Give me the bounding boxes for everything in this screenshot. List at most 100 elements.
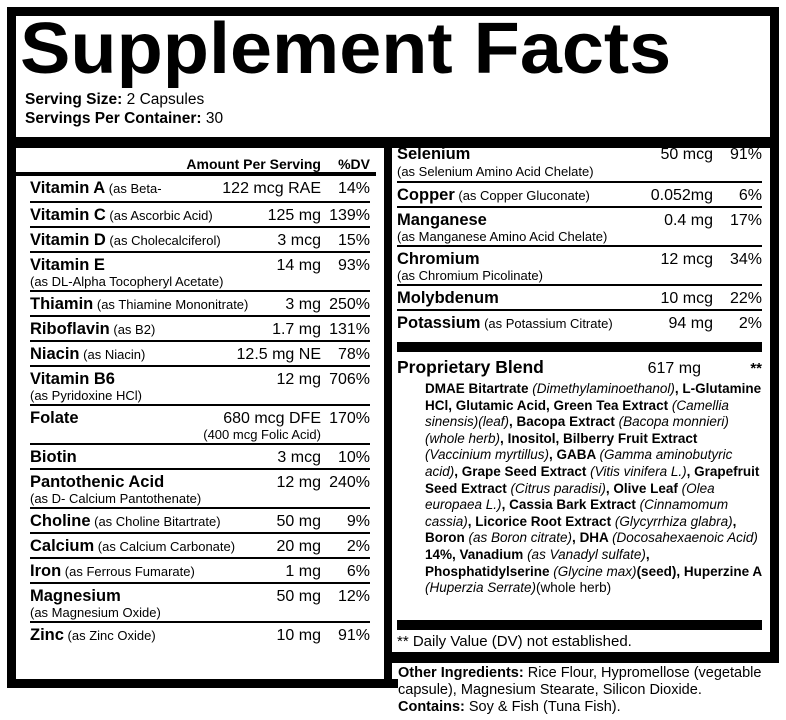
blend-name: Proprietary Blend (397, 357, 544, 377)
nutrient-name: Niacin (30, 345, 80, 363)
frame-bottom-right-border (392, 652, 770, 663)
blend-dv: ** (750, 360, 762, 377)
nutrient-row: Molybdenum 10 mcg 22% (397, 284, 762, 309)
nutrient-dv: 6% (346, 563, 370, 580)
nutrient-row: Vitamin E 14 mg 93% (as DL-Alpha Tocopheryl… (30, 251, 370, 290)
nutrient-dv: 2% (738, 315, 762, 332)
nutrient-source: (as Chromium Picolinate) (397, 268, 543, 284)
nutrient-source: (as D- Calcium Pantothenate) (30, 491, 202, 507)
nutrient-source: (as Calcium Carbonate) (94, 539, 236, 554)
servings-per-container-label: Servings Per Container: (25, 109, 202, 127)
nutrient-amount: 10 mg (276, 627, 321, 644)
nutrient-name: Potassium (397, 314, 481, 332)
nutrient-row: Vitamin B6 12 mg 706% (as Pyridoxine HCl) (30, 365, 370, 404)
nutrient-name: Iron (30, 562, 62, 580)
nutrient-dv: 10% (337, 449, 370, 466)
blend-ingredients-text: DMAE Bitartrate (Dimethylaminoethanol), … (425, 381, 762, 596)
nutrient-name: Vitamin E (30, 256, 105, 274)
nutrient-name: Choline (30, 512, 91, 530)
nutrient-amount: 122 mcg RAE (222, 180, 321, 197)
nutrient-name-cell: Calcium (as Calcium Carbonate) (30, 537, 272, 556)
nutrient-row: Vitamin D (as Cholecalciferol) 3 mcg 15% (30, 226, 370, 251)
nutrient-name: Molybdenum (397, 289, 499, 307)
daily-value-footnote: ** Daily Value (DV) not established. (397, 633, 632, 650)
nutrient-name-cell: Vitamin D (as Cholecalciferol) (30, 231, 272, 250)
nutrient-amount: 0.052mg (650, 187, 713, 204)
nutrient-name-cell: Zinc (as Zinc Oxide) (30, 626, 272, 645)
servings-per-container-value: 30 (201, 109, 224, 127)
nutrient-dv: 706% (329, 371, 370, 388)
nutrient-row: Copper (as Copper Gluconate) 0.052mg 6% (397, 181, 762, 206)
nutrient-name: Manganese (397, 211, 487, 229)
nutrient-row: Manganese 0.4 mg 17% (as Manganese Amino Ac… (397, 206, 762, 245)
nutrient-name-cell: Molybdenum (397, 289, 656, 308)
percent-dv-header: %DV (338, 156, 370, 172)
nutrient-name-cell: Riboflavin (as B2) (30, 320, 267, 339)
nutrient-dv: 93% (337, 257, 370, 274)
nutrient-source: (as Potassium Citrate) (480, 316, 613, 331)
nutrient-dv: 14% (337, 180, 370, 197)
nutrient-amount: 20 mg (276, 538, 321, 555)
nutrient-amount: 50 mcg (660, 146, 713, 163)
frame-top-border (7, 7, 779, 16)
serving-size-line: Serving Size: 2 Capsules (25, 91, 223, 110)
nutrient-amount-note: (400 mcg Folic Acid) (203, 427, 321, 442)
supplement-facts-title: Supplement Facts (20, 9, 672, 89)
nutrient-amount: 1 mg (285, 563, 321, 580)
nutrient-amount: 50 mg (276, 588, 321, 605)
nutrient-table-left: Vitamin A (as Beta-Carotene) 122 mcg RAE 1… (16, 176, 376, 646)
nutrient-name: Vitamin B6 (30, 370, 115, 388)
nutrient-dv: 139% (329, 207, 370, 224)
nutrient-source: (as Niacin) (79, 347, 146, 362)
nutrient-row: Selenium 50 mcg 91% (as Selenium Amino Acid… (397, 142, 762, 181)
frame-left-border (7, 7, 16, 688)
serving-size-value: 2 Capsules (122, 91, 205, 108)
nutrient-source: (as Ferrous Fumarate) (61, 564, 195, 579)
table-column-headers: Amount Per Serving %DV (16, 150, 376, 176)
nutrient-source: (as Copper Gluconate) (454, 188, 590, 203)
nutrient-amount: 12.5 mg NE (236, 346, 321, 363)
nutrient-name-cell: Pantothenic Acid (30, 473, 272, 492)
nutrient-source: (as Cholecalciferol) (105, 233, 221, 248)
other-ingredients-text: Other Ingredients: Rice Flour, Hypromell… (398, 665, 762, 698)
nutrient-rows-right: Selenium 50 mcg 91% (as Selenium Amino Acid… (397, 142, 762, 334)
servings-per-container-line: Servings Per Container: 30 (25, 110, 223, 129)
nutrient-amount: 3 mg (285, 296, 321, 313)
nutrient-name: Zinc (30, 626, 64, 644)
nutrient-name: Folate (30, 409, 79, 427)
nutrient-dv: 240% (329, 474, 370, 491)
nutrient-amount: 3 mcg (277, 449, 321, 466)
nutrient-row: Folate 680 mcg DFE (400 mcg Folic Acid) 170… (30, 404, 370, 443)
nutrient-name: Pantothenic Acid (30, 473, 165, 491)
nutrient-source: (as Zinc Oxide) (63, 628, 156, 643)
footnote-separator-bar (397, 620, 762, 630)
other-ingredients-section: Other Ingredients: Rice Flour, Hypromell… (398, 665, 782, 715)
nutrient-name: Selenium (397, 145, 471, 163)
serving-info: Serving Size: 2 Capsules Servings Per Co… (25, 91, 223, 128)
header-separator-bar (16, 137, 770, 148)
nutrient-name-cell: Manganese (397, 211, 659, 230)
nutrient-name: Vitamin A (30, 179, 106, 197)
nutrient-row: Potassium (as Potassium Citrate) 94 mg 2% (397, 309, 762, 334)
nutrient-amount: 14 mg (276, 257, 321, 274)
nutrient-dv: 250% (329, 296, 370, 313)
nutrient-amount: 12 mg (276, 371, 321, 388)
nutrient-amount: 94 mg (668, 315, 713, 332)
nutrient-dv: 78% (337, 346, 370, 363)
nutrient-source: (as Selenium Amino Acid Chelate) (397, 164, 594, 180)
nutrient-name-cell: Vitamin E (30, 256, 272, 275)
nutrient-dv: 34% (729, 251, 762, 268)
nutrient-amount: 125 mg (267, 207, 321, 224)
nutrient-name-cell: Vitamin B6 (30, 370, 272, 389)
nutrient-name: Biotin (30, 448, 77, 466)
blend-separator-bar (397, 342, 762, 352)
nutrient-row: Thiamin (as Thiamine Mononitrate) 3 mg 250… (30, 290, 370, 315)
nutrient-name-cell: Choline (as Choline Bitartrate) (30, 512, 272, 531)
nutrient-name-cell: Biotin (30, 448, 272, 467)
nutrient-source: (as Manganese Amino Acid Chelate) (397, 229, 608, 245)
frame-right-border (770, 7, 779, 663)
nutrient-amount: 10 mcg (660, 290, 713, 307)
nutrient-dv: 91% (729, 146, 762, 163)
nutrient-name-cell: Copper (as Copper Gluconate) (397, 186, 646, 205)
nutrient-row: Vitamin A (as Beta-Carotene) 122 mcg RAE 1… (30, 176, 370, 201)
